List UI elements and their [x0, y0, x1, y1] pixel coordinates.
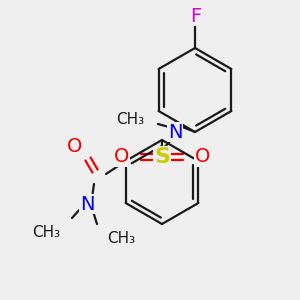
Text: S: S	[154, 147, 170, 167]
Text: O: O	[114, 148, 129, 166]
Text: N: N	[80, 194, 94, 214]
Text: CH₃: CH₃	[116, 112, 144, 127]
Text: CH₃: CH₃	[107, 231, 135, 246]
Text: CH₃: CH₃	[32, 225, 60, 240]
Text: F: F	[190, 7, 202, 26]
Text: O: O	[67, 137, 82, 157]
Text: O: O	[195, 148, 210, 166]
Text: N: N	[168, 122, 182, 142]
